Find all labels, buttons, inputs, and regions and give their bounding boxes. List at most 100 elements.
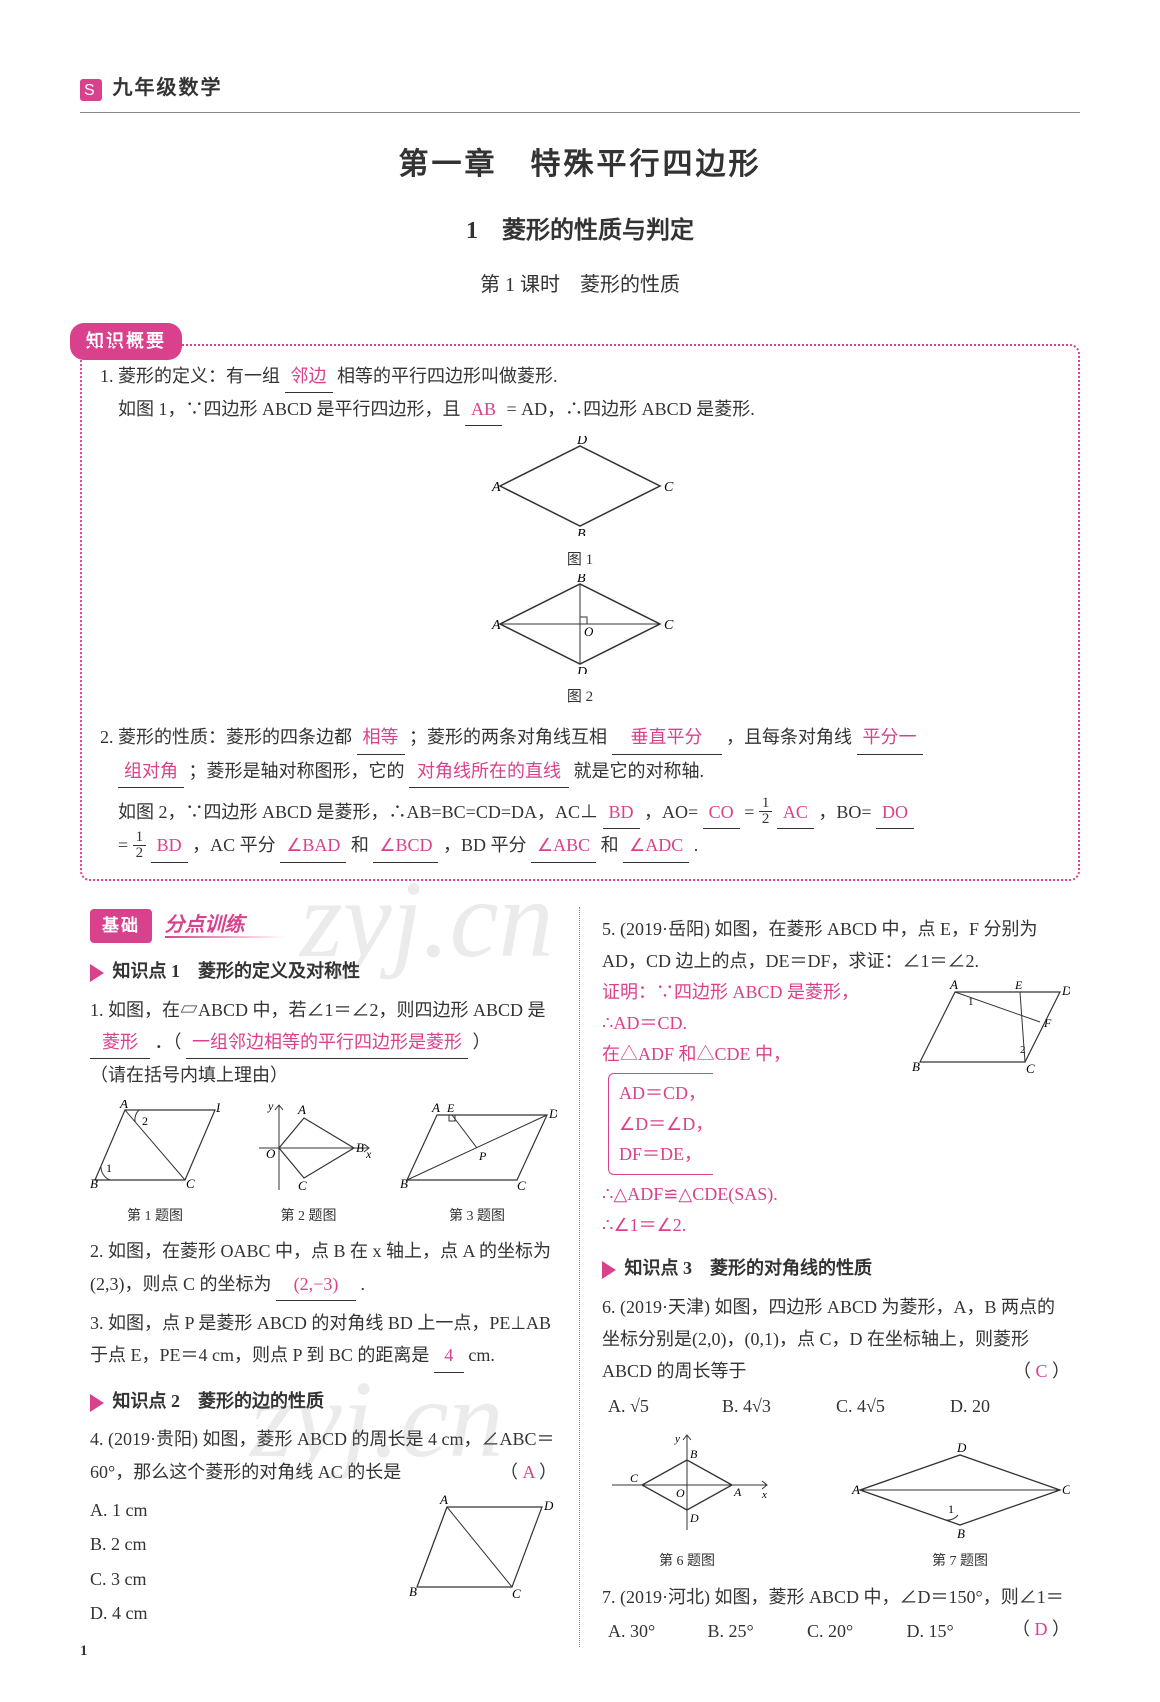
proof-cond: DF＝DE， <box>619 1139 713 1170</box>
svg-text:C: C <box>186 1176 195 1191</box>
svg-text:A: A <box>431 1100 440 1115</box>
kp3-title: 知识点 3 菱形的对角线的性质 <box>625 1258 873 1278</box>
kb-line4: = 12 BD ，AC 平分 ∠BAD 和 ∠BCD ，BD 平分 ∠ABC 和… <box>100 829 1060 862</box>
svg-text:B: B <box>912 1059 920 1074</box>
svg-text:y: y <box>674 1433 680 1445</box>
q6-answer-paren: （ C ） <box>1013 1355 1070 1387</box>
svg-text:D: D <box>689 1511 699 1525</box>
svg-text:D: D <box>215 1100 220 1115</box>
train-subtitle: 分点训练 <box>165 914 245 936</box>
kb-line2b: 组对角 ；菱形是轴对称图形，它的 对角线所在的直线 就是它的对称轴. <box>100 755 1060 788</box>
q2-ans: (2,−3) <box>276 1268 356 1301</box>
svg-text:E: E <box>1014 978 1023 992</box>
q2-text: . <box>361 1274 366 1294</box>
kb-line1: 1. 菱形的定义：有一组 邻边 相等的平行四边形叫做菱形. <box>100 360 1060 393</box>
half-frac: 12 <box>759 796 773 827</box>
kb-line1b: 如图 1，∵四边形 ABCD 是平行四边形，且 AB = AD，∴四边形 ABC… <box>100 393 1060 426</box>
train-badge: 基础 <box>90 909 152 944</box>
q4-optB: B. 2 cm <box>90 1528 407 1560</box>
kb-line3: 如图 2，∵四边形 ABCD 是菱形，∴AB=BC=CD=DA，AC⊥ BD ，… <box>100 796 1060 829</box>
q7-answer-paren: （ D ） <box>1012 1613 1070 1645</box>
blank-bd: BD <box>603 796 640 829</box>
q4-ans: A <box>522 1462 534 1482</box>
q1-text: ） <box>473 1032 491 1052</box>
q1-text: ．（ <box>155 1032 182 1052</box>
kb-text: . <box>694 835 699 855</box>
svg-text:B: B <box>957 1526 965 1540</box>
kb-text: = AD，∴四边形 ABCD 是菱形. <box>507 399 755 419</box>
svg-text:O: O <box>584 624 594 639</box>
svg-text:B: B <box>400 1176 408 1191</box>
q5-figure: A E D F B C 1 2 <box>910 977 1070 1087</box>
svg-text:A: A <box>491 618 501 633</box>
svg-text:D: D <box>576 436 587 448</box>
kp1-title: 知识点 1 菱形的定义及对称性 <box>113 961 361 981</box>
svg-text:C: C <box>298 1178 307 1193</box>
svg-text:2: 2 <box>1020 1044 1026 1056</box>
blank-ab: AB <box>465 393 502 426</box>
q6-options: A. √5 B. 4√3 C. 4√5 D. 20 <box>602 1390 1070 1422</box>
q1-q3-figures: 2 1 A D B C 第 1 题图 <box>90 1100 557 1229</box>
q2-fig-label: 第 2 题图 <box>244 1204 374 1229</box>
kb-text: 如图 2，∵四边形 ABCD 是菱形，∴AB=BC=CD=DA，AC⊥ <box>118 802 598 822</box>
svg-text:C: C <box>1062 1482 1070 1497</box>
blank-adc: ∠ADC <box>623 829 689 862</box>
q5-proof: 证明：∵四边形 ABCD 是菱形， ∴AD＝CD. 在△ADF 和△CDE 中，… <box>602 977 900 1240</box>
blank-axis: 对角线所在的直线 <box>409 755 569 788</box>
q4-figure: A D B C <box>407 1492 557 1612</box>
svg-text:A: A <box>491 480 501 495</box>
section-title: 1 菱形的性质与判定 <box>80 210 1080 253</box>
svg-text:C: C <box>517 1178 526 1193</box>
q1-fig1-label: 第 1 题图 <box>90 1204 220 1229</box>
logo-icon <box>80 79 102 101</box>
kb-text: 相等的平行四边形叫做菱形. <box>337 366 558 386</box>
svg-text:F: F <box>1043 1016 1052 1030</box>
proof-line: 在△ADF 和△CDE 中， <box>602 1039 900 1070</box>
fig2-label: 图 2 <box>100 684 1060 711</box>
svg-text:1: 1 <box>968 996 974 1008</box>
svg-text:x: x <box>761 1489 767 1501</box>
blank-bisect-b: 组对角 <box>118 755 184 788</box>
q3-fig-label: 第 3 题图 <box>397 1204 557 1229</box>
lesson-title: 第 1 课时 菱形的性质 <box>80 267 1080 303</box>
q7-text: 7. (2019·河北) 如图，菱形 ABCD 中，∠D＝150°，则∠1＝ <box>602 1587 1064 1607</box>
q7-optB: B. 25° <box>708 1615 808 1647</box>
svg-text:C: C <box>664 480 674 495</box>
proof-brace: AD＝CD， ∠D＝∠D， DF＝DE， <box>608 1073 713 1175</box>
q6-optB: B. 4√3 <box>722 1390 836 1422</box>
q1-ans2: 一组邻边相等的平行四边形是菱形 <box>186 1026 468 1059</box>
kb-text: 就是它的对称轴. <box>574 761 705 781</box>
blank-bad: ∠BAD <box>280 829 346 862</box>
proof-line: 证明：∵四边形 ABCD 是菱形， <box>602 977 900 1008</box>
svg-text:D: D <box>543 1498 554 1513</box>
kp-marker-icon <box>90 964 104 982</box>
kb-text: 2. 菱形的性质：菱形的四条边都 <box>100 727 352 747</box>
svg-text:D: D <box>1061 983 1070 998</box>
figure-1: A D C B 图 1 <box>100 520 1060 573</box>
right-column: 5. (2019·岳阳) 如图，在菱形 ABCD 中，点 E，F 分别为 AD，… <box>580 907 1080 1648</box>
kb-line2: 2. 菱形的性质：菱形的四条边都 相等 ；菱形的两条对角线互相 垂直平分 ，且每… <box>100 721 1060 754</box>
svg-text:y: y <box>267 1100 274 1113</box>
kb-text: 和 <box>601 835 619 855</box>
q6-optC: C. 4√5 <box>836 1390 950 1422</box>
blank-ac: AC <box>777 796 814 829</box>
svg-text:C: C <box>664 618 674 633</box>
q5-text: 5. (2019·岳阳) 如图，在菱形 ABCD 中，点 E，F 分别为 AD，… <box>602 919 1038 971</box>
kb-text: = <box>744 802 754 822</box>
svg-text:B: B <box>577 527 586 536</box>
q6-ans: C <box>1035 1361 1047 1381</box>
question-3: 3. 如图，点 P 是菱形 ABCD 的对角线 BD 上一点，PE⊥AB 于点 … <box>90 1307 557 1373</box>
kb-text: ，AO= <box>644 802 698 822</box>
proof-cond: ∠D＝∠D， <box>619 1109 713 1140</box>
left-column: 基础 分点训练 知识点 1 菱形的定义及对称性 1. 如图，在▱ABCD 中，若… <box>80 907 580 1648</box>
train-header: 基础 分点训练 <box>90 907 557 944</box>
q4-optC: C. 3 cm <box>90 1563 407 1595</box>
question-2: 2. 如图，在菱形 OABC 中，点 B 在 x 轴上，点 A 的坐标为(2,3… <box>90 1235 557 1301</box>
kb-text: 和 <box>351 835 369 855</box>
svg-text:E: E <box>446 1101 455 1115</box>
page: 九年级数学 第一章 特殊平行四边形 1 菱形的性质与判定 第 1 课时 菱形的性… <box>0 0 1160 1687</box>
fig1-label: 图 1 <box>100 547 1060 574</box>
q1-text: 1. 如图，在▱ABCD 中，若∠1＝∠2，则四边形 ABCD 是 <box>90 1000 546 1020</box>
kb-text: ，AC 平分 <box>192 835 276 855</box>
svg-text:B: B <box>577 574 586 586</box>
